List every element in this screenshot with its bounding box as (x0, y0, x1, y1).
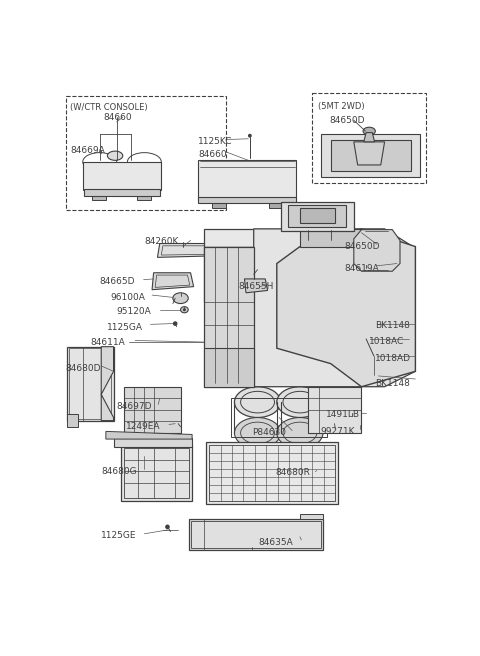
Text: 84680G: 84680G (101, 467, 137, 476)
Polygon shape (204, 348, 254, 387)
Polygon shape (322, 134, 420, 177)
Text: 84665D: 84665D (100, 277, 135, 287)
Ellipse shape (180, 306, 188, 313)
Polygon shape (198, 159, 296, 200)
Text: 84655H: 84655H (238, 282, 274, 291)
Text: 1125GE: 1125GE (101, 531, 137, 541)
Text: 84680R: 84680R (275, 468, 310, 478)
Polygon shape (300, 208, 335, 224)
Ellipse shape (234, 387, 281, 417)
Text: 1018AC: 1018AC (369, 337, 405, 346)
Ellipse shape (296, 256, 342, 283)
Text: 1125GA: 1125GA (108, 323, 144, 332)
Polygon shape (67, 415, 78, 427)
Ellipse shape (173, 293, 188, 304)
Polygon shape (84, 189, 160, 195)
Polygon shape (277, 229, 415, 387)
Text: 84619A: 84619A (345, 264, 379, 272)
Text: (W/CTR CONSOLE): (W/CTR CONSOLE) (71, 104, 148, 112)
Polygon shape (121, 445, 192, 501)
Text: 84650D: 84650D (329, 115, 365, 125)
Ellipse shape (363, 127, 375, 135)
Text: (5MT 2WD): (5MT 2WD) (318, 102, 365, 111)
Text: 1018AD: 1018AD (375, 354, 411, 363)
Ellipse shape (372, 374, 375, 377)
Polygon shape (152, 273, 193, 290)
Ellipse shape (332, 421, 337, 426)
Polygon shape (206, 442, 338, 504)
Text: BK1148: BK1148 (375, 321, 410, 329)
Text: 84660: 84660 (104, 113, 132, 121)
Ellipse shape (234, 417, 281, 448)
Polygon shape (288, 205, 346, 226)
Polygon shape (83, 162, 161, 186)
Text: 84680D: 84680D (66, 363, 101, 373)
Ellipse shape (277, 387, 323, 417)
Polygon shape (124, 387, 180, 433)
Ellipse shape (165, 525, 170, 529)
Text: 84697D: 84697D (117, 402, 152, 411)
Ellipse shape (265, 256, 312, 283)
Text: 95120A: 95120A (117, 308, 151, 316)
Polygon shape (204, 247, 262, 302)
Ellipse shape (183, 308, 186, 311)
Ellipse shape (248, 134, 252, 138)
Bar (312, 92, 426, 184)
Text: 1491LB: 1491LB (326, 410, 360, 419)
Polygon shape (106, 432, 192, 439)
Ellipse shape (108, 151, 123, 160)
Text: 84650D: 84650D (345, 242, 380, 251)
Text: 1249EA: 1249EA (126, 422, 160, 431)
Bar (212, 202, 226, 208)
Polygon shape (254, 229, 415, 387)
Text: 96100A: 96100A (110, 293, 145, 302)
Polygon shape (189, 519, 323, 550)
Polygon shape (204, 247, 254, 387)
Bar (137, 194, 151, 200)
Text: P84630: P84630 (252, 428, 286, 438)
Polygon shape (364, 133, 374, 142)
Text: 84611A: 84611A (90, 338, 125, 347)
Text: 84669A: 84669A (71, 146, 105, 155)
Polygon shape (281, 202, 354, 231)
Polygon shape (331, 140, 411, 171)
Text: 1125KC: 1125KC (198, 137, 233, 146)
Polygon shape (354, 142, 384, 165)
Polygon shape (204, 229, 361, 247)
Polygon shape (157, 243, 215, 257)
Polygon shape (308, 387, 361, 433)
Text: BK1148: BK1148 (375, 379, 410, 388)
Text: 99271K: 99271K (320, 427, 354, 436)
Polygon shape (300, 229, 361, 247)
Bar (66, 96, 226, 210)
Polygon shape (83, 162, 161, 190)
Text: 84260K: 84260K (144, 237, 179, 247)
Ellipse shape (173, 321, 178, 326)
Polygon shape (198, 197, 296, 203)
Ellipse shape (371, 353, 376, 359)
Polygon shape (354, 230, 400, 271)
Text: 84635A: 84635A (258, 538, 293, 546)
Polygon shape (114, 438, 192, 447)
Bar (269, 202, 283, 208)
Polygon shape (67, 346, 114, 420)
Polygon shape (101, 346, 114, 420)
Ellipse shape (176, 421, 180, 426)
Polygon shape (300, 514, 323, 519)
Text: 84660: 84660 (198, 150, 227, 159)
Bar (92, 194, 106, 200)
Polygon shape (244, 279, 267, 293)
Ellipse shape (371, 322, 374, 325)
Ellipse shape (277, 417, 323, 448)
